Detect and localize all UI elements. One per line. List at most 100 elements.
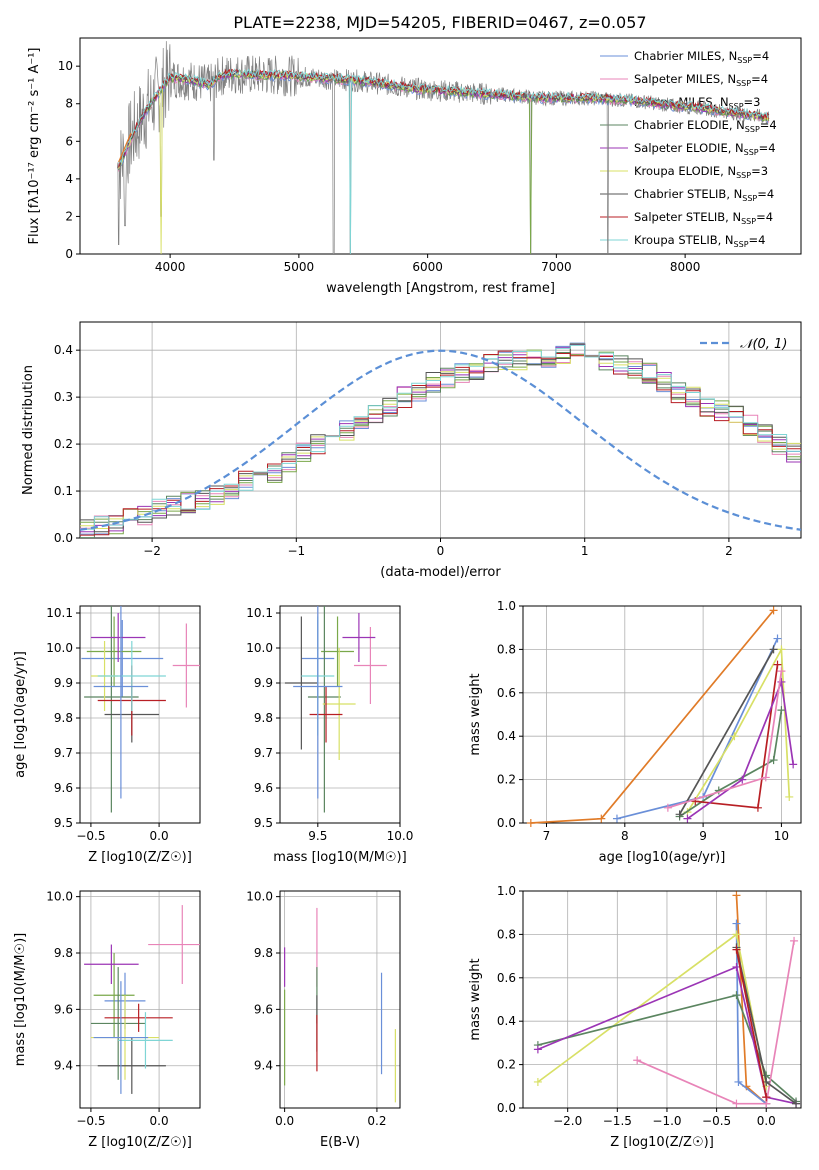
y-axis-label: mass weight (468, 673, 483, 755)
legend-label: Kroupa ELODIE, NSSP=3 (634, 164, 768, 180)
plus-marker (777, 677, 786, 686)
x-tick-label: −0.5 (76, 1114, 105, 1128)
mass-weight-line (687, 678, 795, 820)
y-tick-label: 0.0 (497, 816, 516, 830)
y-tick-label: 6 (65, 134, 73, 148)
y-tick-label: 0.3 (54, 390, 73, 404)
mass-weight-line (679, 710, 783, 818)
mass-weight-line (530, 609, 775, 824)
error-bar-point (353, 627, 387, 704)
error-bar-point (84, 944, 139, 984)
y-tick-label: 0.4 (497, 1014, 516, 1028)
plus-marker (773, 634, 782, 643)
plus-marker (732, 991, 741, 1000)
mass-weight-line (735, 949, 768, 1098)
error-bar-point (172, 623, 200, 708)
error-bar-point (118, 1012, 173, 1069)
plus-marker (769, 756, 778, 765)
legend-label: Salpeter ELODIE, NSSP=4 (634, 141, 776, 157)
y-tick-label: 9.6 (54, 781, 73, 795)
x-tick-label: −1 (287, 544, 305, 558)
y-axis-label: age [log10(age/yr)] (13, 651, 28, 778)
plus-marker (533, 1077, 542, 1086)
error-bar-point (284, 616, 318, 750)
error-bar-point (293, 606, 343, 799)
x-tick-label: 7000 (541, 260, 572, 274)
axes-age-vs-Z: −0.5 0.0 9.5 9.6 9.7 9.8 9.9 10.0 10.1 Z [log10(Z… (13, 605, 201, 865)
x-axis-label: E(B-V) (320, 1135, 360, 1150)
y-tick-label: 9.6 (54, 1002, 73, 1016)
y-tick-label: 0.2 (497, 773, 516, 787)
error-bar-point (342, 613, 376, 662)
figure-title: PLATE=2238, MJD=54205, FIBERID=0467, z=0… (233, 13, 646, 32)
x-axis-label: age [log10(age/yr)] (599, 850, 726, 865)
y-tick-label: 0.6 (497, 971, 516, 985)
x-tick-label: 4000 (155, 260, 186, 274)
y-tick-label: 9.7 (254, 746, 273, 760)
plus-marker (526, 819, 535, 827)
legend-label: Salpeter MILES, NSSP=4 (634, 72, 768, 88)
error-bar-point (97, 641, 166, 711)
plus-marker (533, 1045, 542, 1054)
y-tick-label: 10.0 (46, 890, 73, 904)
x-tick-label: 10 (774, 829, 789, 843)
plus-marker (612, 814, 621, 823)
error-bar-point (93, 606, 149, 799)
axes-frame (79, 890, 201, 1109)
mass-weight-line (636, 940, 795, 1105)
axes-frame (522, 890, 802, 1109)
x-tick-label: −2.0 (553, 1114, 582, 1128)
x-tick-label: −1.5 (603, 1114, 632, 1128)
y-axis-label: Normed distribution (21, 365, 36, 495)
spectrum-model-line (118, 68, 770, 168)
plus-marker (633, 1056, 642, 1065)
plus-marker (792, 1099, 801, 1108)
y-tick-label: 0.0 (497, 1101, 516, 1115)
x-tick-label: 5000 (284, 260, 315, 274)
mass-weight-line (686, 646, 791, 813)
error-bar-point (104, 1003, 173, 1032)
histogram-step (80, 344, 801, 530)
y-tick-label: 0.6 (497, 686, 516, 700)
plus-marker (675, 810, 684, 819)
plus-marker (730, 732, 739, 741)
y-tick-label: 10.0 (46, 641, 73, 655)
x-tick-label: 9 (699, 829, 707, 843)
y-tick-label: 0.4 (54, 343, 73, 357)
y-tick-label: 9.4 (54, 1059, 73, 1073)
y-tick-label: 9.5 (54, 816, 73, 830)
x-axis-label: (data-model)/error (380, 565, 501, 580)
x-tick-label: −0.5 (702, 1114, 731, 1128)
plus-marker (732, 945, 741, 954)
x-axis-label: wavelength [Angstrom, rest frame] (326, 281, 555, 296)
y-axis-label: Flux [fλ10⁻¹⁷ erg cm⁻² s⁻¹ A⁻¹] (27, 48, 42, 245)
error-bar-point (148, 905, 200, 984)
x-tick-label: 7 (543, 829, 551, 843)
spectrum-legend: Chabrier MILES, NSSP=4 Salpeter MILES, NS… (600, 49, 777, 249)
x-tick-label: 0.0 (757, 1114, 776, 1128)
y-tick-label: 9.7 (54, 746, 73, 760)
error-bar-point (309, 686, 343, 743)
x-tick-label: 8 (621, 829, 629, 843)
error-bar-point (84, 606, 139, 813)
plus-marker (663, 803, 672, 812)
mass-weight-line (678, 648, 775, 815)
plus-marker (734, 1077, 743, 1086)
axes-mass-vs-Z: −0.5 0.0 9.4 9.6 9.8 10.0 Z [log10(Z/Z☉)] mass … (13, 890, 201, 1150)
error-bar-point (321, 616, 354, 687)
x-tick-label: 0.0 (150, 1114, 169, 1128)
histogram-step (80, 350, 801, 536)
plus-marker (732, 891, 741, 900)
mass-weight-line (537, 932, 768, 1087)
plus-marker (777, 706, 786, 715)
error-bar-point (81, 620, 164, 697)
x-tick-label: 0 (437, 544, 445, 558)
plus-marker (789, 760, 798, 769)
y-tick-label: 0.0 (54, 531, 73, 545)
axes-frame (279, 605, 401, 824)
y-tick-label: 0 (65, 247, 73, 261)
error-bar-point (90, 613, 146, 662)
y-tick-label: 9.4 (254, 1059, 273, 1073)
